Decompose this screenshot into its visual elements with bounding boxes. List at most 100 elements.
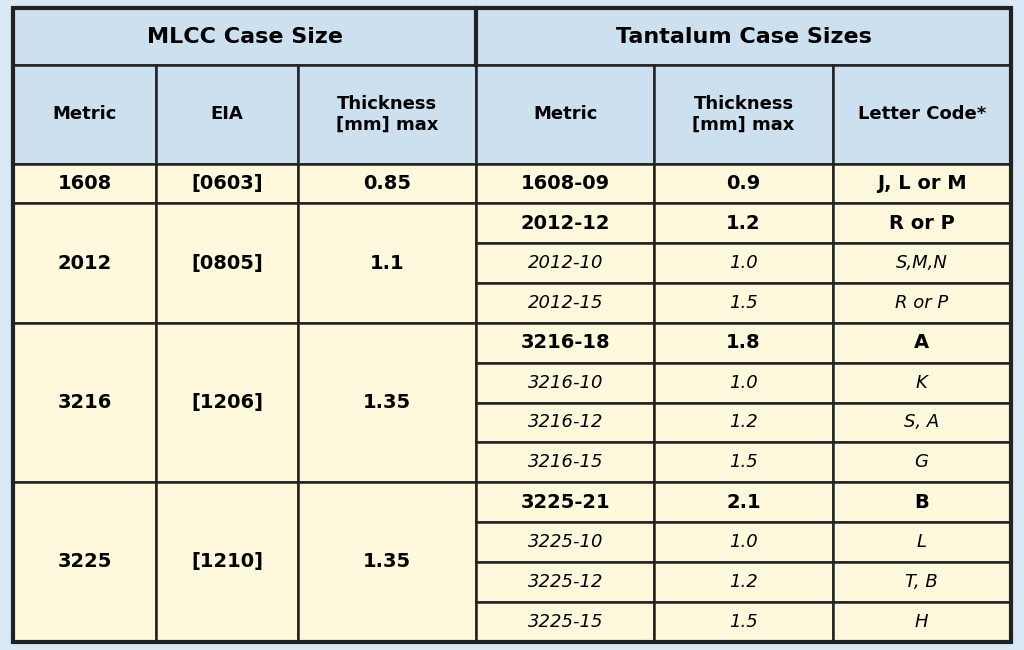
Text: 2012: 2012 [57, 254, 112, 272]
Bar [298, 164, 476, 203]
Text: [1210]: [1210] [191, 552, 263, 571]
Bar [476, 283, 654, 323]
Text: [0603]: [0603] [191, 174, 263, 193]
Bar [654, 164, 833, 203]
Bar [476, 323, 654, 363]
Bar [476, 66, 654, 164]
Bar [298, 482, 476, 642]
Text: Thickness
[mm] max: Thickness [mm] max [692, 95, 795, 134]
Text: G: G [914, 453, 929, 471]
Bar [654, 602, 833, 642]
Text: 2012-12: 2012-12 [520, 214, 610, 233]
Text: 1.5: 1.5 [729, 294, 758, 312]
Text: K: K [915, 374, 928, 392]
Text: J, L or M: J, L or M [877, 174, 967, 193]
Bar [298, 323, 476, 482]
Text: 2.1: 2.1 [726, 493, 761, 512]
Bar [476, 363, 654, 402]
Text: [1206]: [1206] [191, 393, 263, 412]
Bar [13, 323, 156, 482]
Bar [476, 243, 654, 283]
Text: 0.85: 0.85 [364, 174, 412, 193]
Bar [476, 602, 654, 642]
Bar [476, 522, 654, 562]
Text: 1.1: 1.1 [370, 254, 404, 272]
Bar [833, 443, 1011, 482]
Bar [156, 66, 298, 164]
Text: 1.2: 1.2 [729, 413, 758, 432]
Text: [0805]: [0805] [191, 254, 263, 272]
Text: 3216-15: 3216-15 [527, 453, 603, 471]
Bar [654, 562, 833, 602]
Text: 3225-15: 3225-15 [527, 613, 603, 630]
Text: EIA: EIA [211, 105, 244, 124]
Text: 1.0: 1.0 [729, 254, 758, 272]
Bar [298, 203, 476, 323]
Text: MLCC Case Size: MLCC Case Size [146, 27, 343, 47]
Text: Thickness
[mm] max: Thickness [mm] max [336, 95, 438, 134]
Text: 1.0: 1.0 [729, 533, 758, 551]
Bar [156, 164, 298, 203]
Text: Tantalum Case Sizes: Tantalum Case Sizes [615, 27, 871, 47]
Bar [654, 323, 833, 363]
Text: Metric: Metric [52, 105, 117, 124]
Bar [654, 203, 833, 243]
Text: B: B [914, 493, 929, 512]
Bar [476, 482, 654, 522]
Text: A: A [914, 333, 929, 352]
Text: L: L [916, 533, 927, 551]
Bar [476, 8, 1011, 66]
Bar [833, 323, 1011, 363]
Bar [833, 243, 1011, 283]
Bar [654, 243, 833, 283]
Text: 0.9: 0.9 [726, 174, 761, 193]
Text: R or P: R or P [889, 214, 954, 233]
Text: 3216-12: 3216-12 [527, 413, 603, 432]
Text: 1.35: 1.35 [364, 393, 412, 412]
Text: 3216-18: 3216-18 [520, 333, 610, 352]
Bar [13, 8, 476, 66]
Text: 1.35: 1.35 [364, 552, 412, 571]
Text: 1.2: 1.2 [726, 214, 761, 233]
Bar [476, 203, 654, 243]
Bar [833, 602, 1011, 642]
Text: 3225-21: 3225-21 [520, 493, 610, 512]
Bar [833, 402, 1011, 443]
Text: 3216-10: 3216-10 [527, 374, 603, 392]
Text: 2012-10: 2012-10 [527, 254, 603, 272]
Bar [833, 482, 1011, 522]
Bar [156, 482, 298, 642]
Bar [833, 66, 1011, 164]
Bar [833, 522, 1011, 562]
Bar [833, 164, 1011, 203]
Text: 1608-09: 1608-09 [521, 174, 610, 193]
Bar [156, 203, 298, 323]
Text: H: H [914, 613, 929, 630]
Bar [476, 443, 654, 482]
Bar [833, 283, 1011, 323]
Bar [13, 482, 156, 642]
Bar [654, 402, 833, 443]
Bar [833, 203, 1011, 243]
Text: 3225-12: 3225-12 [527, 573, 603, 591]
Bar [13, 164, 156, 203]
Bar [476, 402, 654, 443]
Text: 1.2: 1.2 [729, 573, 758, 591]
Bar [833, 562, 1011, 602]
Text: 3225-10: 3225-10 [527, 533, 603, 551]
Text: S,M,N: S,M,N [896, 254, 947, 272]
Bar [654, 522, 833, 562]
Bar [13, 203, 156, 323]
Bar [654, 482, 833, 522]
Text: S, A: S, A [904, 413, 939, 432]
Bar [298, 66, 476, 164]
Text: 1.5: 1.5 [729, 613, 758, 630]
Bar [654, 363, 833, 402]
Text: 3216: 3216 [57, 393, 112, 412]
Bar [654, 66, 833, 164]
Text: 2012-15: 2012-15 [527, 294, 603, 312]
Bar [654, 443, 833, 482]
Bar [654, 283, 833, 323]
Text: 1608: 1608 [57, 174, 112, 193]
Bar [13, 66, 156, 164]
